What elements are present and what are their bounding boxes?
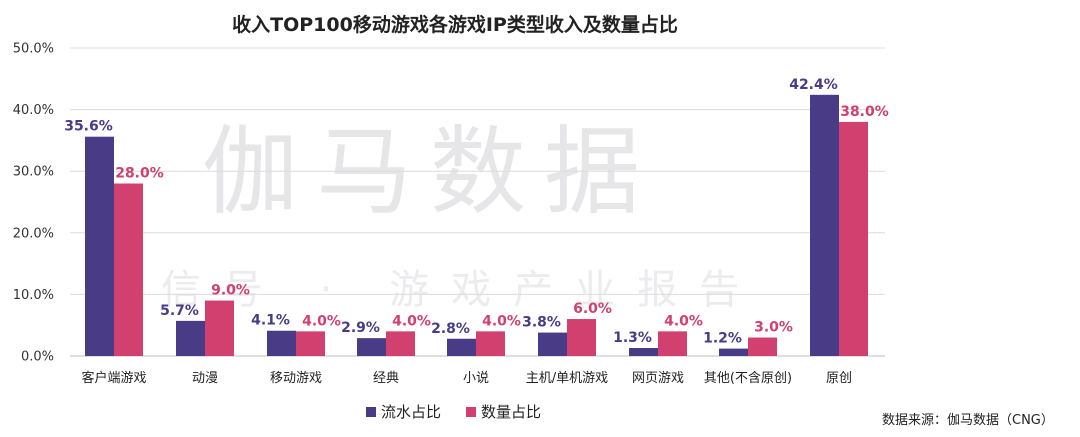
y-tick-label: 10.0% xyxy=(13,288,54,303)
data-label: 3.8% xyxy=(522,315,561,331)
y-tick-label: 0.0% xyxy=(21,350,54,365)
source-note: 数据来源：伽马数据（CNG） xyxy=(882,413,1054,428)
x-category-label: 动漫 xyxy=(192,371,218,386)
data-label: 4.0% xyxy=(482,313,521,329)
data-labels: 35.6% 5.7% 4.1% 2.9% 2.8% 3.8% 1.3% 1.2% 42.4% 28… xyxy=(64,77,889,347)
x-category-label: 主机/单机游戏 xyxy=(526,371,608,386)
legend-label: 流水占比 xyxy=(381,403,441,421)
y-tick-label: 30.0% xyxy=(13,165,54,180)
bars xyxy=(85,94,868,356)
x-category-label: 经典 xyxy=(373,371,399,386)
bar-revenue-share xyxy=(629,347,658,356)
bar-revenue-share xyxy=(810,94,839,356)
bar-revenue-share xyxy=(538,332,567,356)
data-label: 1.2% xyxy=(703,331,742,347)
bar-count-share xyxy=(839,121,868,356)
bar-count-share xyxy=(114,183,143,356)
bar-count-share xyxy=(386,331,415,356)
y-tick-label: 50.0% xyxy=(13,42,54,57)
data-label: 2.9% xyxy=(341,320,380,336)
data-label: 35.6% xyxy=(64,119,113,135)
data-label: 28.0% xyxy=(115,166,164,182)
data-label: 5.7% xyxy=(160,303,199,319)
bar-count-share xyxy=(658,331,687,356)
bar-revenue-share xyxy=(719,348,748,356)
data-label: 42.4% xyxy=(789,77,838,93)
bar-revenue-share xyxy=(267,330,296,356)
bar-count-share xyxy=(748,337,777,356)
data-label: 1.3% xyxy=(613,330,652,346)
legend: 流水占比 数量占比 xyxy=(366,403,541,421)
y-tick-label: 20.0% xyxy=(13,226,54,241)
bar-revenue-share xyxy=(176,320,205,356)
data-label: 38.0% xyxy=(840,104,889,120)
x-category-label: 网页游戏 xyxy=(632,371,684,386)
chart-title: 收入TOP100移动游戏各游戏IP类型收入及数量占比 xyxy=(232,13,678,36)
y-tick-label: 40.0% xyxy=(13,103,54,118)
legend-swatch xyxy=(466,407,476,417)
bar-revenue-share xyxy=(85,136,114,356)
x-category-label: 小说 xyxy=(463,371,489,386)
data-label: 6.0% xyxy=(573,301,612,317)
legend-swatch xyxy=(366,407,376,417)
data-label: 2.8% xyxy=(431,321,470,337)
watermark-main: 伽马数据 xyxy=(202,116,658,228)
x-category-label: 客户端游戏 xyxy=(81,370,146,386)
y-axis: 0.0% 10.0% 20.0% 30.0% 40.0% 50.0% xyxy=(13,42,54,365)
data-label: 4.0% xyxy=(302,313,341,329)
x-axis: 客户端游戏 动漫 移动游戏 经典 小说 主机/单机游戏 网页游戏 其他(不含原创) 原创 xyxy=(81,370,852,386)
data-label: 9.0% xyxy=(211,283,250,299)
watermark: 伽马数据 微信号 · 游戏产业报告 xyxy=(99,116,739,313)
bar-revenue-share xyxy=(447,338,476,356)
data-label: 4.0% xyxy=(392,313,431,329)
bar-revenue-share xyxy=(357,338,386,356)
data-label: 3.0% xyxy=(754,320,793,336)
x-category-label: 原创 xyxy=(826,371,852,386)
bar-count-share xyxy=(296,331,325,356)
data-label: 4.0% xyxy=(664,313,703,329)
data-label: 4.1% xyxy=(251,313,290,329)
bar-count-share xyxy=(476,331,505,356)
bar-count-share xyxy=(205,300,234,356)
x-category-label: 移动游戏 xyxy=(270,371,322,386)
x-category-label: 其他(不含原创) xyxy=(704,370,792,386)
legend-label: 数量占比 xyxy=(481,403,541,421)
bar-count-share xyxy=(567,319,596,356)
